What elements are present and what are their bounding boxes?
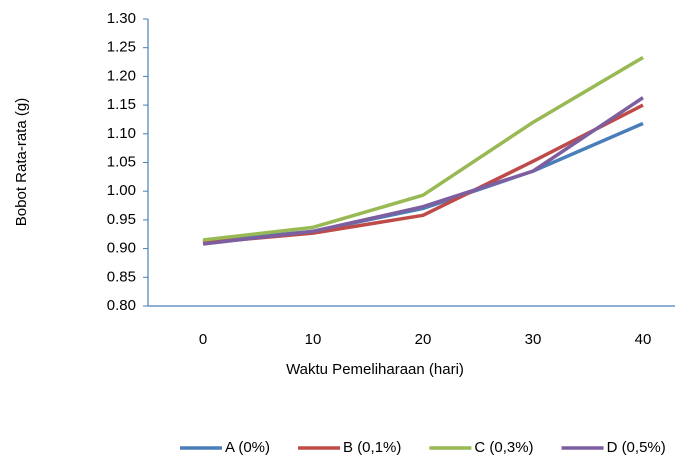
series-line [202, 55, 644, 242]
x-tick-label: 0 [199, 331, 207, 348]
legend-label: B (0,1%) [343, 439, 401, 456]
x-tick-label: 30 [525, 331, 542, 348]
y-tick-label: 0.90 [107, 240, 136, 257]
x-tick-label: 10 [305, 331, 322, 348]
y-tick-label: 1.20 [107, 67, 136, 84]
y-tick-label: 0.80 [107, 297, 136, 314]
legend-label: A (0%) [225, 439, 270, 456]
x-tick-label: 40 [635, 331, 652, 348]
y-tick-label: 0.95 [107, 211, 136, 228]
y-tick-label: 1.05 [107, 153, 136, 170]
series-line [202, 103, 644, 245]
y-tick-label: 1.30 [107, 10, 136, 27]
x-tick-label: 20 [415, 331, 432, 348]
y-tick-label: 1.00 [107, 182, 136, 199]
legend-label: D (0,5%) [607, 439, 666, 456]
series-line [202, 96, 644, 246]
y-tick-label: 1.25 [107, 39, 136, 56]
x-axis-label: Waktu Pemeliharaan (hari) [286, 361, 464, 378]
y-tick-label: 0.85 [107, 268, 136, 285]
y-tick-label: 1.10 [107, 125, 136, 142]
y-tick-label: 1.15 [107, 96, 136, 113]
legend-label: C (0,3%) [474, 439, 533, 456]
y-axis-label: Bobot Rata-rata (g) [13, 98, 30, 226]
